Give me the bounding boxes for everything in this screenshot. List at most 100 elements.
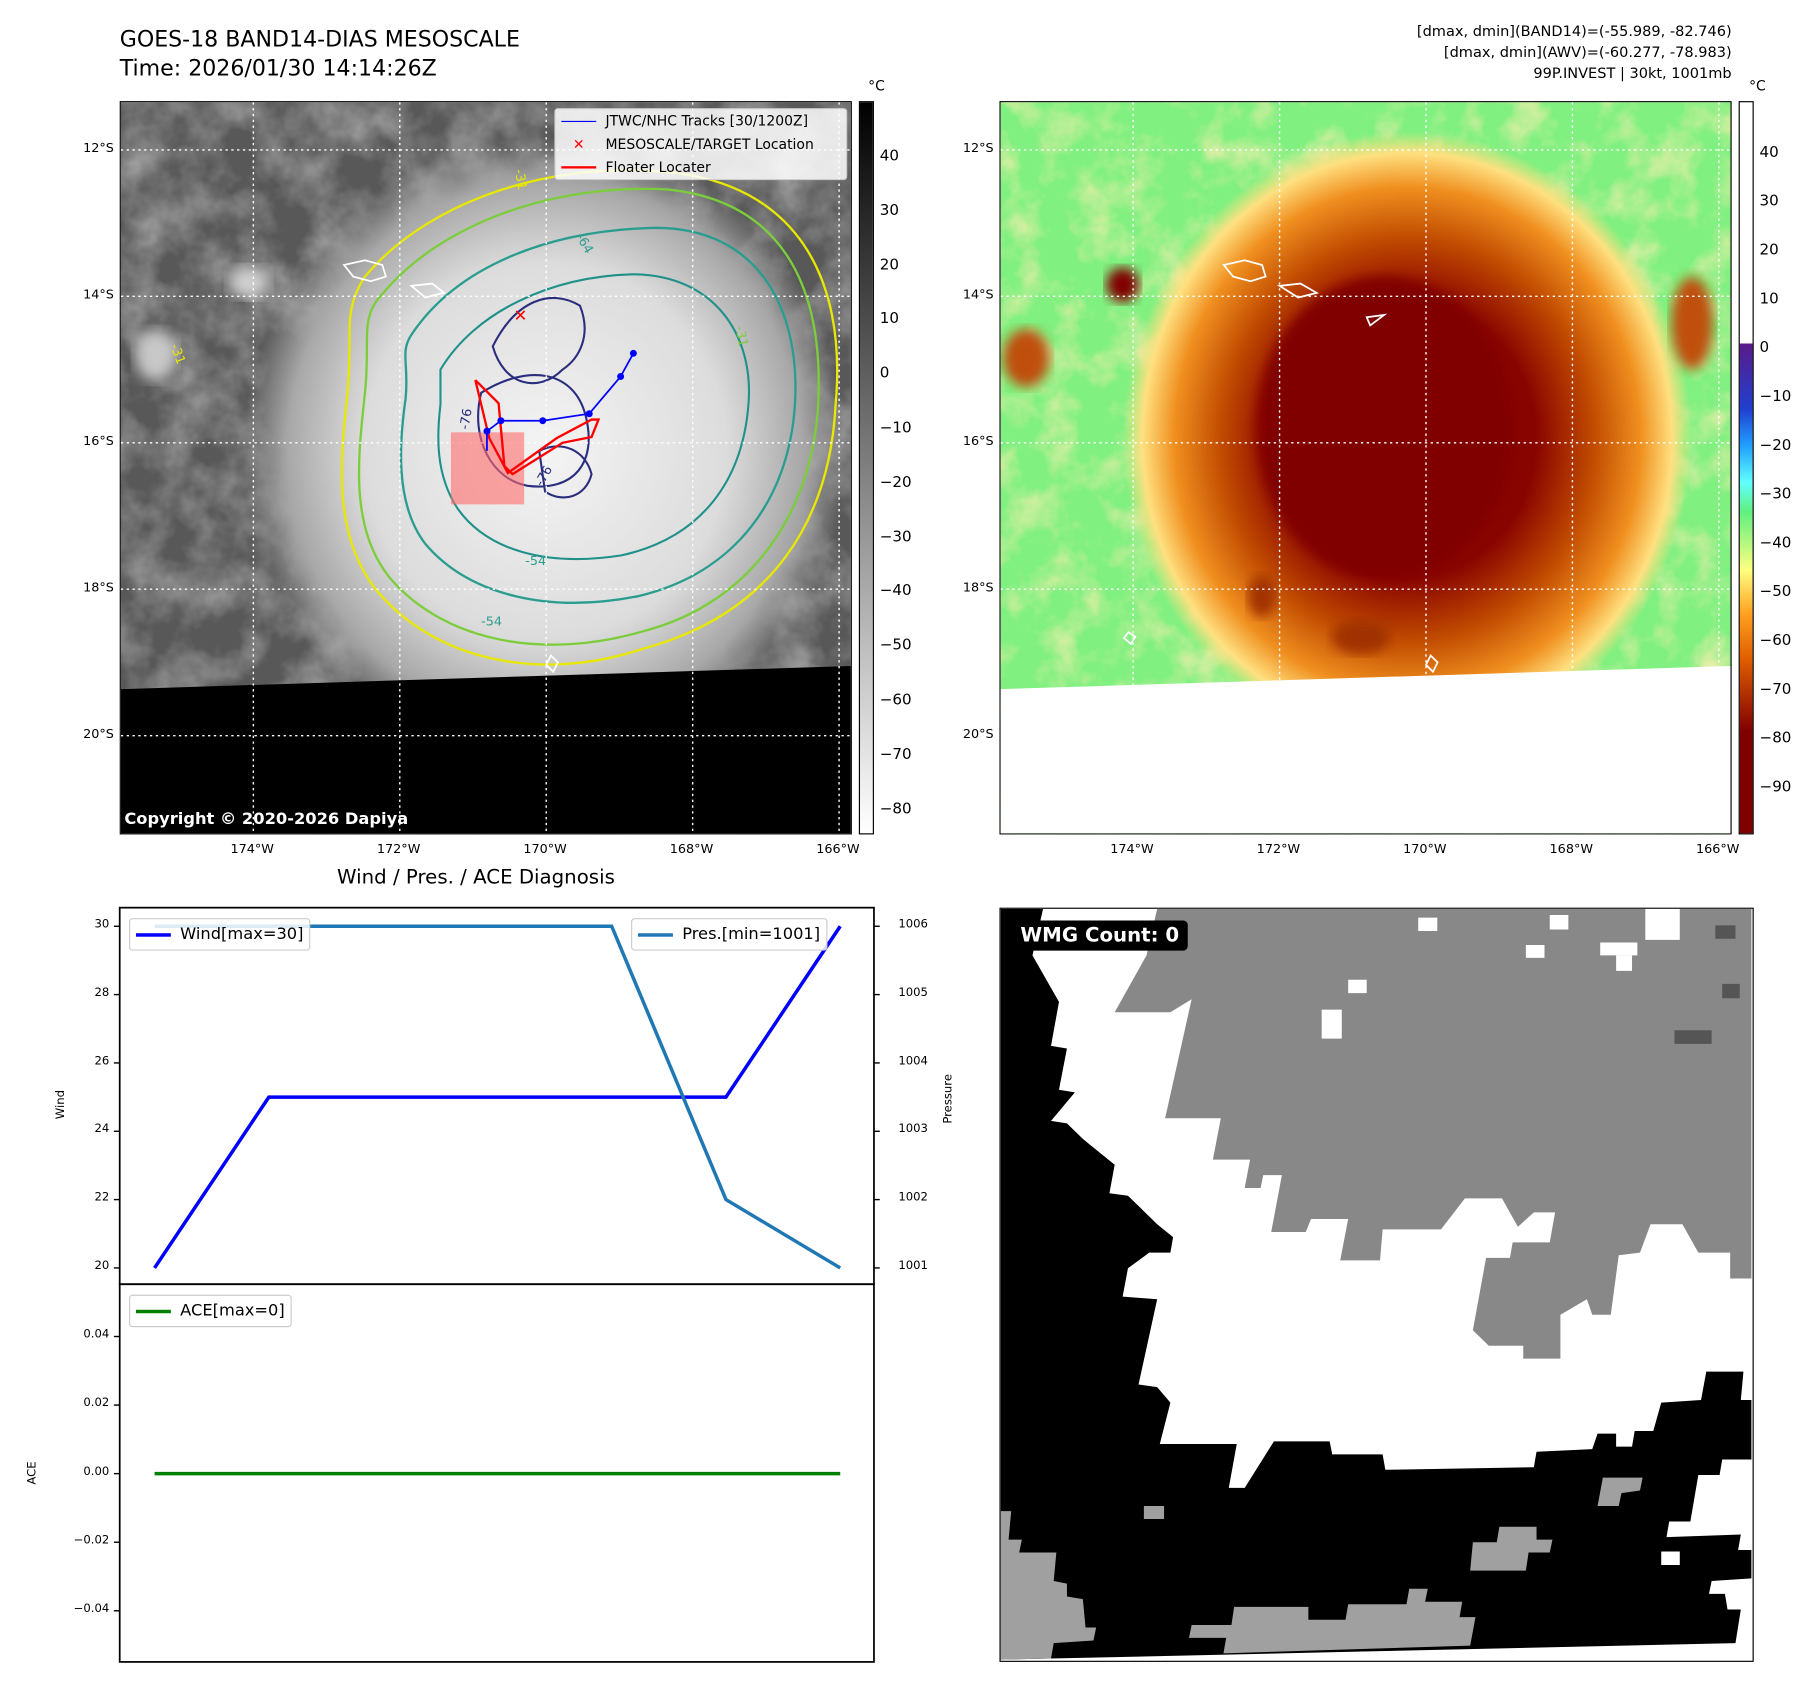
band14-map: ✕ -64 -31 -31 -54 -76 -76 -31 -54 JTWC/N… — [119, 101, 852, 835]
wind-tick-label: 26 — [94, 1054, 110, 1068]
colorbar-tick-label: 0 — [1759, 339, 1770, 357]
legend-tracks: JTWC/NHC Tracks [30/1200Z] — [556, 109, 847, 132]
wind-legend: Wind[max=30] — [129, 918, 311, 951]
legend-floater: Floater Locater — [556, 156, 847, 179]
lon-label: 170°W — [1403, 841, 1447, 857]
lon-label: 170°W — [523, 841, 567, 857]
colorbar-tick-label: −50 — [1759, 583, 1792, 601]
colorbar-unit: °C — [868, 77, 885, 95]
colorbar-tick-label: 20 — [1759, 241, 1779, 260]
wind-tick-label: 30 — [94, 918, 110, 931]
colorbar-tick-label: −70 — [879, 745, 912, 764]
wmg-clear-patch — [1645, 908, 1680, 940]
wmg-clear-patch — [1418, 917, 1438, 932]
wmg-dark-patch — [1722, 983, 1740, 999]
wind-tick-label: 28 — [94, 986, 110, 1000]
awv-map — [999, 101, 1732, 835]
wmg-clear-patch — [1661, 1551, 1680, 1565]
contour-label: -54 — [481, 613, 503, 629]
lat-label: 16°S — [962, 433, 994, 449]
colorbar-tick-label: −80 — [879, 800, 912, 818]
lon-label: 174°W — [230, 841, 274, 857]
wmg-clear-patch — [1600, 942, 1638, 956]
lon-label: 168°W — [669, 841, 714, 857]
colorbar-tick-label: −30 — [879, 528, 912, 546]
wind-axis-label: Wind — [54, 1090, 68, 1120]
wind-series-line — [153, 925, 842, 1269]
wmg-count-label: WMG Count: 0 — [1012, 920, 1188, 951]
colorbar-tick-label: −50 — [879, 637, 912, 655]
ace-tick-label: 0.02 — [83, 1396, 110, 1410]
legend-label: Pres.[min=1001] — [682, 925, 821, 944]
wind-tick-label: 20 — [94, 1259, 110, 1273]
colorbar-tick-label: 30 — [1759, 192, 1779, 211]
colorbar-tick-label: 20 — [879, 256, 900, 274]
pressure-tick-label: 1004 — [898, 1054, 928, 1068]
legend-target: ✕ MESOSCALE/TARGET Location — [556, 132, 847, 155]
colorbar-tick-label: 0 — [879, 365, 890, 383]
pressure-legend: Pres.[min=1001] — [631, 918, 828, 951]
awv-colorbar — [1738, 101, 1754, 835]
wind-tick-label: 24 — [94, 1123, 110, 1136]
ace-axis-label: ACE — [26, 1461, 39, 1485]
lat-label: 12°S — [83, 140, 114, 156]
legend-label: Wind[max=30] — [180, 925, 304, 944]
track-points — [483, 349, 637, 435]
map-legend: JTWC/NHC Tracks [30/1200Z] ✕ MESOSCALE/TA… — [554, 108, 848, 181]
pressure-axis-label: Pressure — [942, 1074, 956, 1124]
lon-label: 168°W — [1549, 841, 1593, 857]
wmg-dark-patch — [1715, 925, 1736, 939]
wmg-panel: WMG Count: 0 — [999, 907, 1754, 1662]
colorbar-tick-label: −20 — [1759, 436, 1792, 455]
lat-label: 20°S — [962, 726, 994, 742]
wmg-light-grey-patch — [1470, 1526, 1553, 1571]
floater-locater-path — [474, 379, 601, 476]
wmg-clear-patch — [1525, 945, 1545, 958]
lon-label: 166°W — [1695, 841, 1740, 857]
x-mark-icon: ✕ — [572, 135, 585, 153]
contour-label: -54 — [525, 553, 547, 569]
legend-swatch — [135, 1309, 171, 1313]
awv-imagery — [1000, 102, 1731, 834]
ace-legend: ACE[max=0] — [129, 1294, 292, 1328]
lat-label: 20°S — [83, 726, 114, 742]
band14-colorbar — [858, 101, 874, 835]
lat-label: 16°S — [83, 433, 114, 449]
colorbar-tick-label: −10 — [879, 419, 912, 437]
wmg-light-grey-patch — [1597, 1477, 1643, 1507]
colorbar-tick-label: 40 — [879, 147, 900, 166]
lon-label: 172°W — [1256, 841, 1301, 857]
colorbar-tick-label: 40 — [1759, 144, 1779, 162]
track-line-icon — [561, 120, 597, 122]
lat-label: 18°S — [83, 579, 114, 596]
copyright: Copyright © 2020-2026 Dapiya — [124, 810, 409, 829]
pressure-tick-label: 1002 — [898, 1191, 928, 1205]
legend-label: MESOSCALE/TARGET Location — [605, 135, 814, 153]
ace-tick-label: −0.02 — [73, 1534, 110, 1547]
lat-label: 18°S — [962, 579, 994, 596]
ace-tick-label: −0.04 — [73, 1602, 110, 1616]
figure-time: Time: 2026/01/30 14:14:26Z — [119, 55, 437, 82]
legend-label: Floater Locater — [605, 159, 711, 176]
colorbar-tick-label: −20 — [879, 473, 912, 492]
gridlines — [1000, 102, 1731, 834]
colorbar-tick-label: −90 — [1759, 778, 1792, 797]
ace-tick-label: 0.04 — [83, 1328, 110, 1342]
pressure-tick-label: 1005 — [898, 986, 928, 1000]
pressure-tick-label: 1006 — [898, 918, 928, 931]
figure-title: GOES-18 BAND14-DIAS MESOSCALE — [119, 26, 520, 53]
wmg-clear-patch — [1321, 1009, 1342, 1039]
legend-swatch — [135, 932, 171, 937]
lat-label: 12°S — [962, 140, 994, 156]
colorbar-unit: °C — [1749, 77, 1766, 95]
colorbar-tick-label: −40 — [879, 582, 912, 601]
lon-label: 172°W — [376, 841, 421, 857]
lat-label: 14°S — [83, 287, 114, 303]
colorbar-tick-label: −30 — [1759, 485, 1792, 504]
floater-line-icon — [561, 166, 597, 169]
legend-swatch — [638, 932, 673, 937]
wmg-light-grey-patch — [1189, 1588, 1476, 1654]
wmg-light-grey-patch — [1000, 1511, 1097, 1660]
wmg-clear-patch — [1616, 955, 1633, 971]
